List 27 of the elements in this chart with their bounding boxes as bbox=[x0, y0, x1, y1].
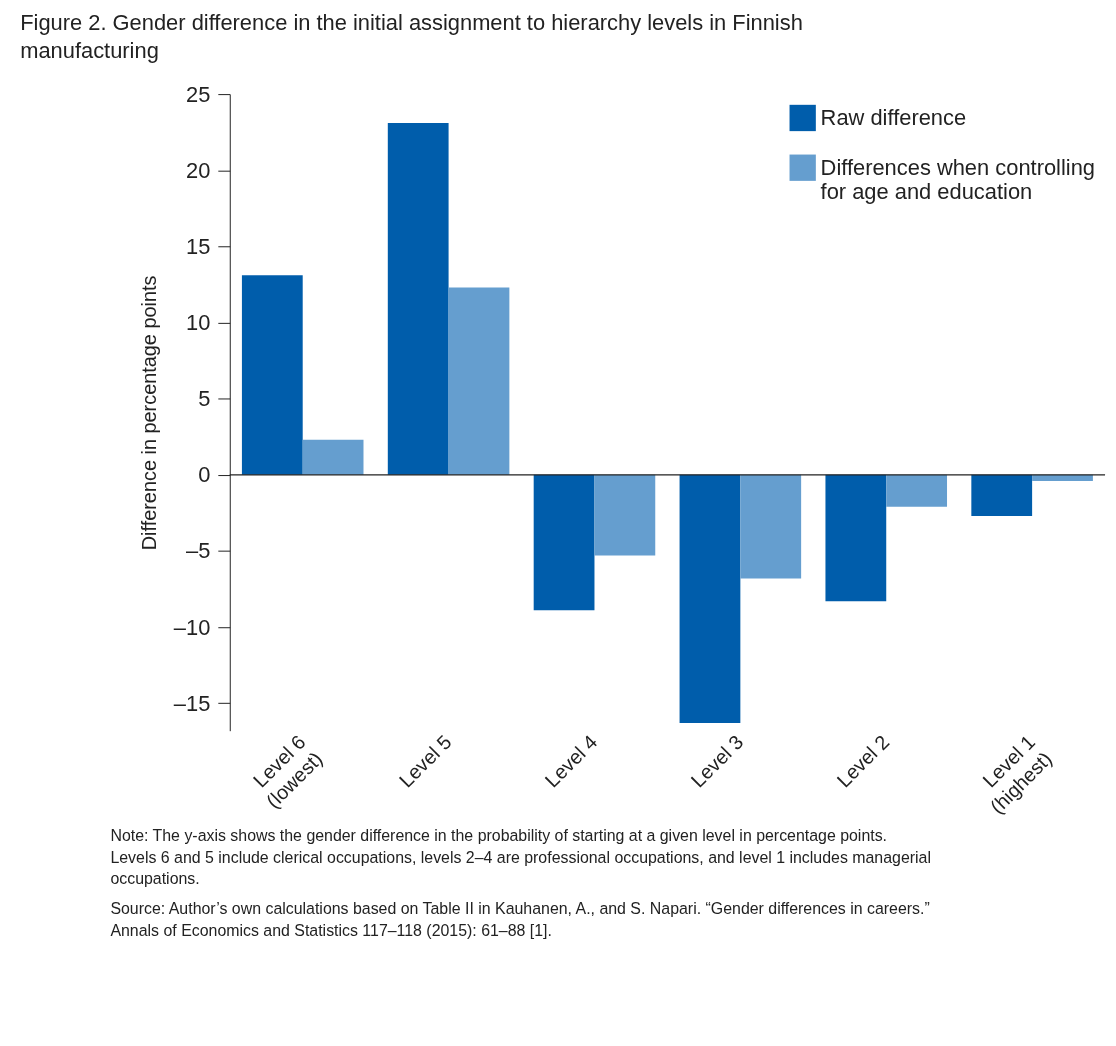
y-tick-label: 25 bbox=[186, 81, 211, 107]
legend-label: Raw difference bbox=[820, 104, 967, 130]
y-tick-label: –5 bbox=[186, 538, 211, 564]
bar bbox=[1032, 474, 1093, 481]
y-tick-label: –10 bbox=[173, 614, 211, 640]
bar bbox=[533, 474, 595, 611]
y-tick-label: 15 bbox=[186, 233, 211, 259]
chart-title: Figure 2. Gender difference in the initial assignment to hierarchy levels in Finnish manufacturing bbox=[20, 10, 803, 64]
bar bbox=[302, 439, 364, 475]
legend-label: Differences when controlling for age and education bbox=[820, 154, 1095, 204]
y-tick-label: 10 bbox=[186, 310, 211, 335]
bar bbox=[241, 275, 303, 475]
y-tick-label: –15 bbox=[173, 690, 211, 716]
bar bbox=[971, 474, 1033, 516]
text: Note: The y-axis shows the gender difference in the probability of starting at a given level in percentage points. Levels 6 and 5 include clerical occupations, levels 2–4 are professional occupations, and level 1 includes managerial occupations. bbox=[110, 827, 931, 888]
bar bbox=[679, 474, 741, 724]
y-tick-label: 5 bbox=[198, 386, 211, 412]
bar bbox=[387, 123, 449, 475]
bar bbox=[594, 474, 656, 556]
bar bbox=[886, 474, 948, 507]
y-tick-label: 0 bbox=[198, 462, 211, 488]
bar bbox=[448, 287, 510, 475]
source-note: Source: Author’s own calculations based on Table II in Kauhanen, A., and S. Napari. “Gender differences in careers.” Annals of Economics and Statistics 117–118 (2015): 61–88 [1]. bbox=[110, 900, 930, 939]
bar bbox=[825, 474, 887, 602]
y-axis-title: Difference in percentage points bbox=[137, 275, 160, 551]
y-tick-label: 20 bbox=[186, 157, 211, 183]
bar bbox=[740, 474, 802, 579]
